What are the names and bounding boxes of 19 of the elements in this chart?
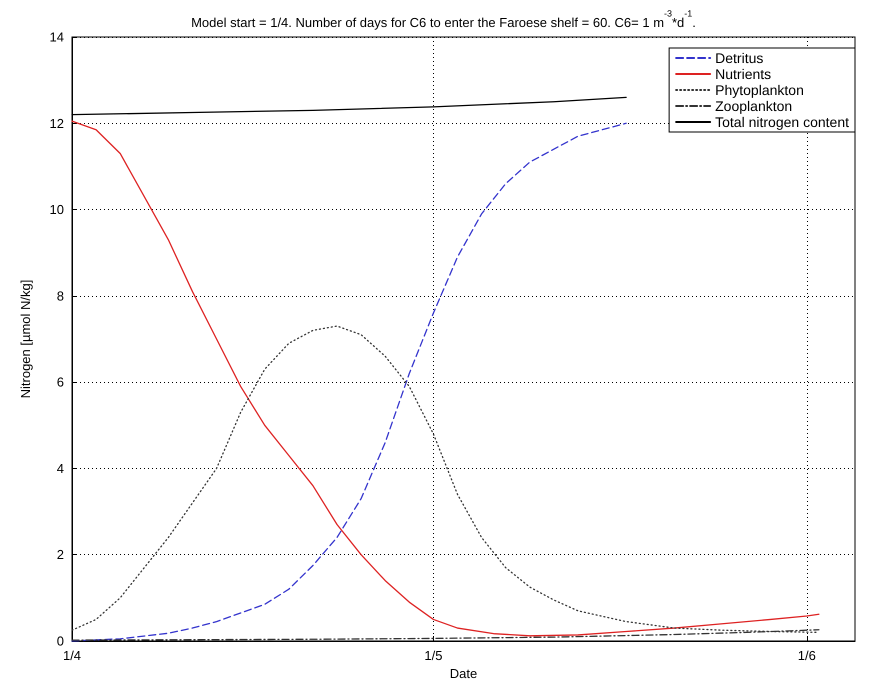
y-tick-label: 6 (56, 374, 64, 390)
y-tick-label: 0 (56, 634, 64, 648)
legend-label: Zooplankton (715, 98, 792, 114)
x-tick-label: 1/5 (424, 648, 442, 663)
legend-label: Detritus (715, 50, 764, 66)
y-tick-label: 4 (56, 460, 64, 476)
x-tick-label: 1/4 (62, 648, 82, 663)
legend-label: Total nitrogen content (715, 114, 850, 130)
line-series (71, 122, 627, 642)
y-tick-label: 10 (50, 202, 64, 218)
y-tick-label: 12 (50, 116, 64, 131)
y-tick-label: 2 (56, 547, 64, 562)
x-axis-title: Date (450, 666, 478, 681)
y-tick-label: 8 (56, 288, 64, 304)
y-tick-label: 14 (50, 30, 64, 44)
y-axis-title: Nitrogen [µmol N/kg] (18, 280, 33, 398)
x-tick-label: 1/6 (798, 648, 816, 663)
legend-label: Nutrients (715, 66, 772, 82)
legend-label: Phytoplankton (715, 82, 804, 98)
